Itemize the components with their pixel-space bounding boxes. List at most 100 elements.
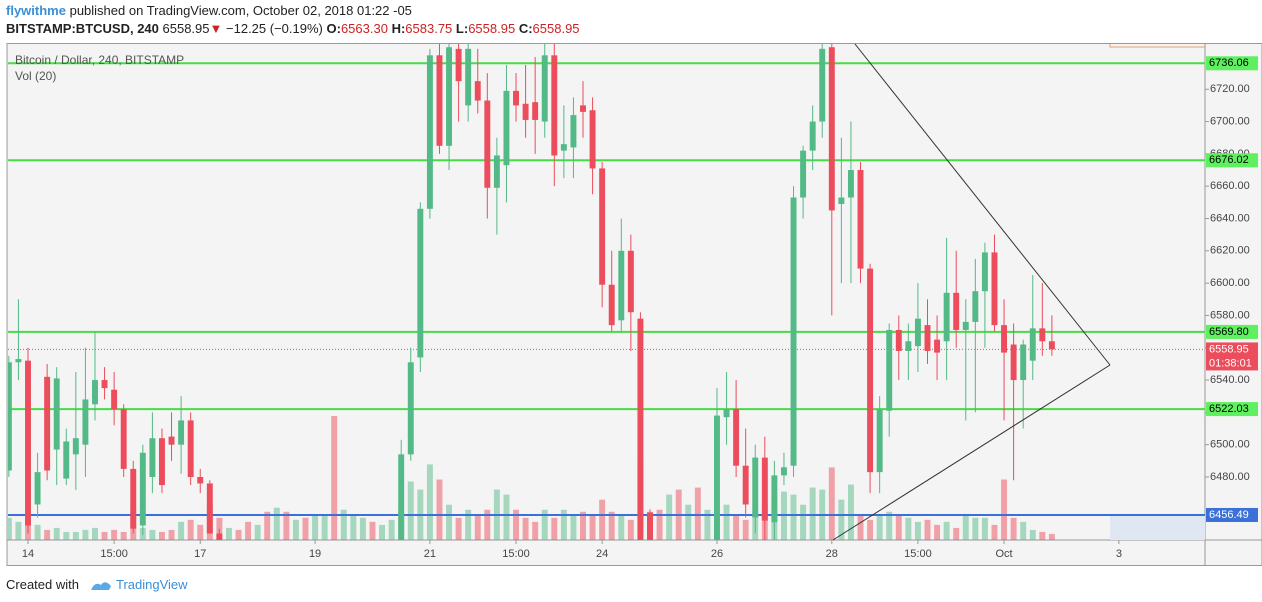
x-tick-label: 15:00: [502, 548, 530, 560]
volume-bar: [1039, 531, 1046, 540]
candle-body: [828, 47, 835, 211]
candle-body: [197, 476, 204, 484]
candle-body: [723, 409, 730, 418]
volume-bar: [599, 499, 606, 540]
volume-bar: [551, 517, 558, 540]
volume-bar: [92, 527, 98, 540]
candle-body: [72, 438, 79, 455]
volume-bar: [8, 517, 12, 540]
candle-body: [465, 48, 472, 106]
volume-bar: [608, 511, 615, 540]
candle-body: [1001, 325, 1008, 353]
author[interactable]: flywithme: [6, 3, 66, 18]
candle-body: [972, 291, 979, 322]
x-tick-label: 28: [826, 548, 838, 560]
volume-bar: [379, 524, 386, 540]
candle-body: [608, 284, 615, 326]
candle-body: [1029, 328, 1036, 361]
volume-bar: [847, 484, 854, 540]
volume-bar: [943, 521, 950, 540]
volume-bar: [187, 519, 194, 540]
volume-bar: [111, 529, 118, 540]
countdown: 01:38:01: [1209, 357, 1252, 369]
volume-bar: [541, 509, 548, 540]
volume-bar: [953, 527, 960, 540]
volume-bar: [44, 529, 51, 540]
candle-body: [761, 457, 768, 521]
chart-title: Bitcoin / Dollar, 240, BITSTAMP: [15, 53, 184, 67]
volume-bar: [570, 514, 577, 540]
candle-body: [8, 362, 12, 471]
level-label: 6456.49: [1209, 509, 1249, 521]
x-tick-label: 26: [711, 548, 723, 560]
volume-bar: [254, 524, 261, 540]
volume-bar: [34, 524, 41, 540]
candle-body: [924, 325, 931, 351]
candle-body: [34, 472, 41, 505]
quote-line: BITSTAMP:BTCUSD, 240 6558.95▼ −12.25 (−0…: [6, 21, 580, 36]
candle-body: [780, 467, 787, 476]
volume-bar: [924, 519, 931, 540]
volume-bar: [723, 504, 730, 540]
candle-body: [838, 197, 845, 204]
x-tick-label: 24: [596, 548, 608, 560]
y-tick-label: 6500.00: [1210, 439, 1250, 451]
price: 6558.95: [162, 21, 210, 36]
candle-body: [63, 441, 70, 479]
o-label: O:: [326, 21, 341, 36]
level-label: 6522.03: [1209, 403, 1249, 415]
volume-bar: [82, 529, 89, 540]
volume-bar: [503, 494, 510, 540]
c-label: C:: [518, 21, 533, 36]
volume-bar: [264, 511, 271, 540]
candle-body: [417, 208, 424, 358]
candle-body: [876, 409, 883, 473]
axis-layer: 6480.006500.006520.006540.006560.006580.…: [22, 56, 1258, 560]
level-layer: [8, 62, 1205, 516]
candle-body: [493, 155, 500, 188]
volume-bar: [1029, 529, 1036, 540]
volume-bar: [560, 509, 567, 540]
volume-bar: [63, 531, 70, 540]
candle-body: [551, 55, 558, 156]
candle-body: [111, 389, 118, 410]
last-price-bg: [1206, 342, 1258, 371]
volume-bar: [369, 521, 376, 540]
candle-body: [570, 115, 577, 148]
candle-body: [733, 409, 740, 466]
created: Created with: [6, 577, 79, 592]
y-tick-label: 6700.00: [1210, 115, 1250, 127]
volume-bar: [474, 514, 481, 540]
change: −12.25 (−0.19%): [226, 21, 323, 36]
x-tick-label: 17: [194, 548, 206, 560]
candle-layer: [8, 44, 1055, 540]
volume-bar: [312, 514, 319, 540]
candle-body: [742, 465, 749, 505]
volume-bar: [934, 524, 941, 540]
volume-bar: [867, 519, 874, 540]
volume-bar: [694, 487, 701, 540]
candle-body: [914, 318, 921, 347]
volume-bar: [876, 514, 883, 540]
volume-bar: [101, 531, 108, 540]
footer: Created with TradingView: [6, 577, 188, 593]
candle-body: [484, 100, 491, 188]
volume-bar: [1048, 533, 1055, 540]
x-tick-label: 15:00: [904, 548, 932, 560]
x-tick-label: Oct: [995, 548, 1012, 560]
volume-bar: [72, 531, 79, 540]
y-tick-label: 6720.00: [1210, 83, 1250, 95]
candle-body: [1048, 341, 1055, 350]
candle-body: [436, 55, 443, 146]
chart: Bitcoin / Dollar, 240, BITSTAMP Vol (20)…: [6, 43, 1262, 566]
volume-bar: [580, 511, 586, 540]
candle-body: [599, 168, 606, 285]
candle-body: [92, 380, 98, 405]
volume-bar: [197, 524, 204, 540]
brand[interactable]: TradingView: [116, 577, 188, 592]
volume-bar: [340, 509, 347, 540]
volume-bar: [666, 494, 673, 540]
volume-bar: [895, 514, 902, 540]
candle-body: [1020, 344, 1027, 381]
level-label-bg: [1206, 507, 1258, 522]
